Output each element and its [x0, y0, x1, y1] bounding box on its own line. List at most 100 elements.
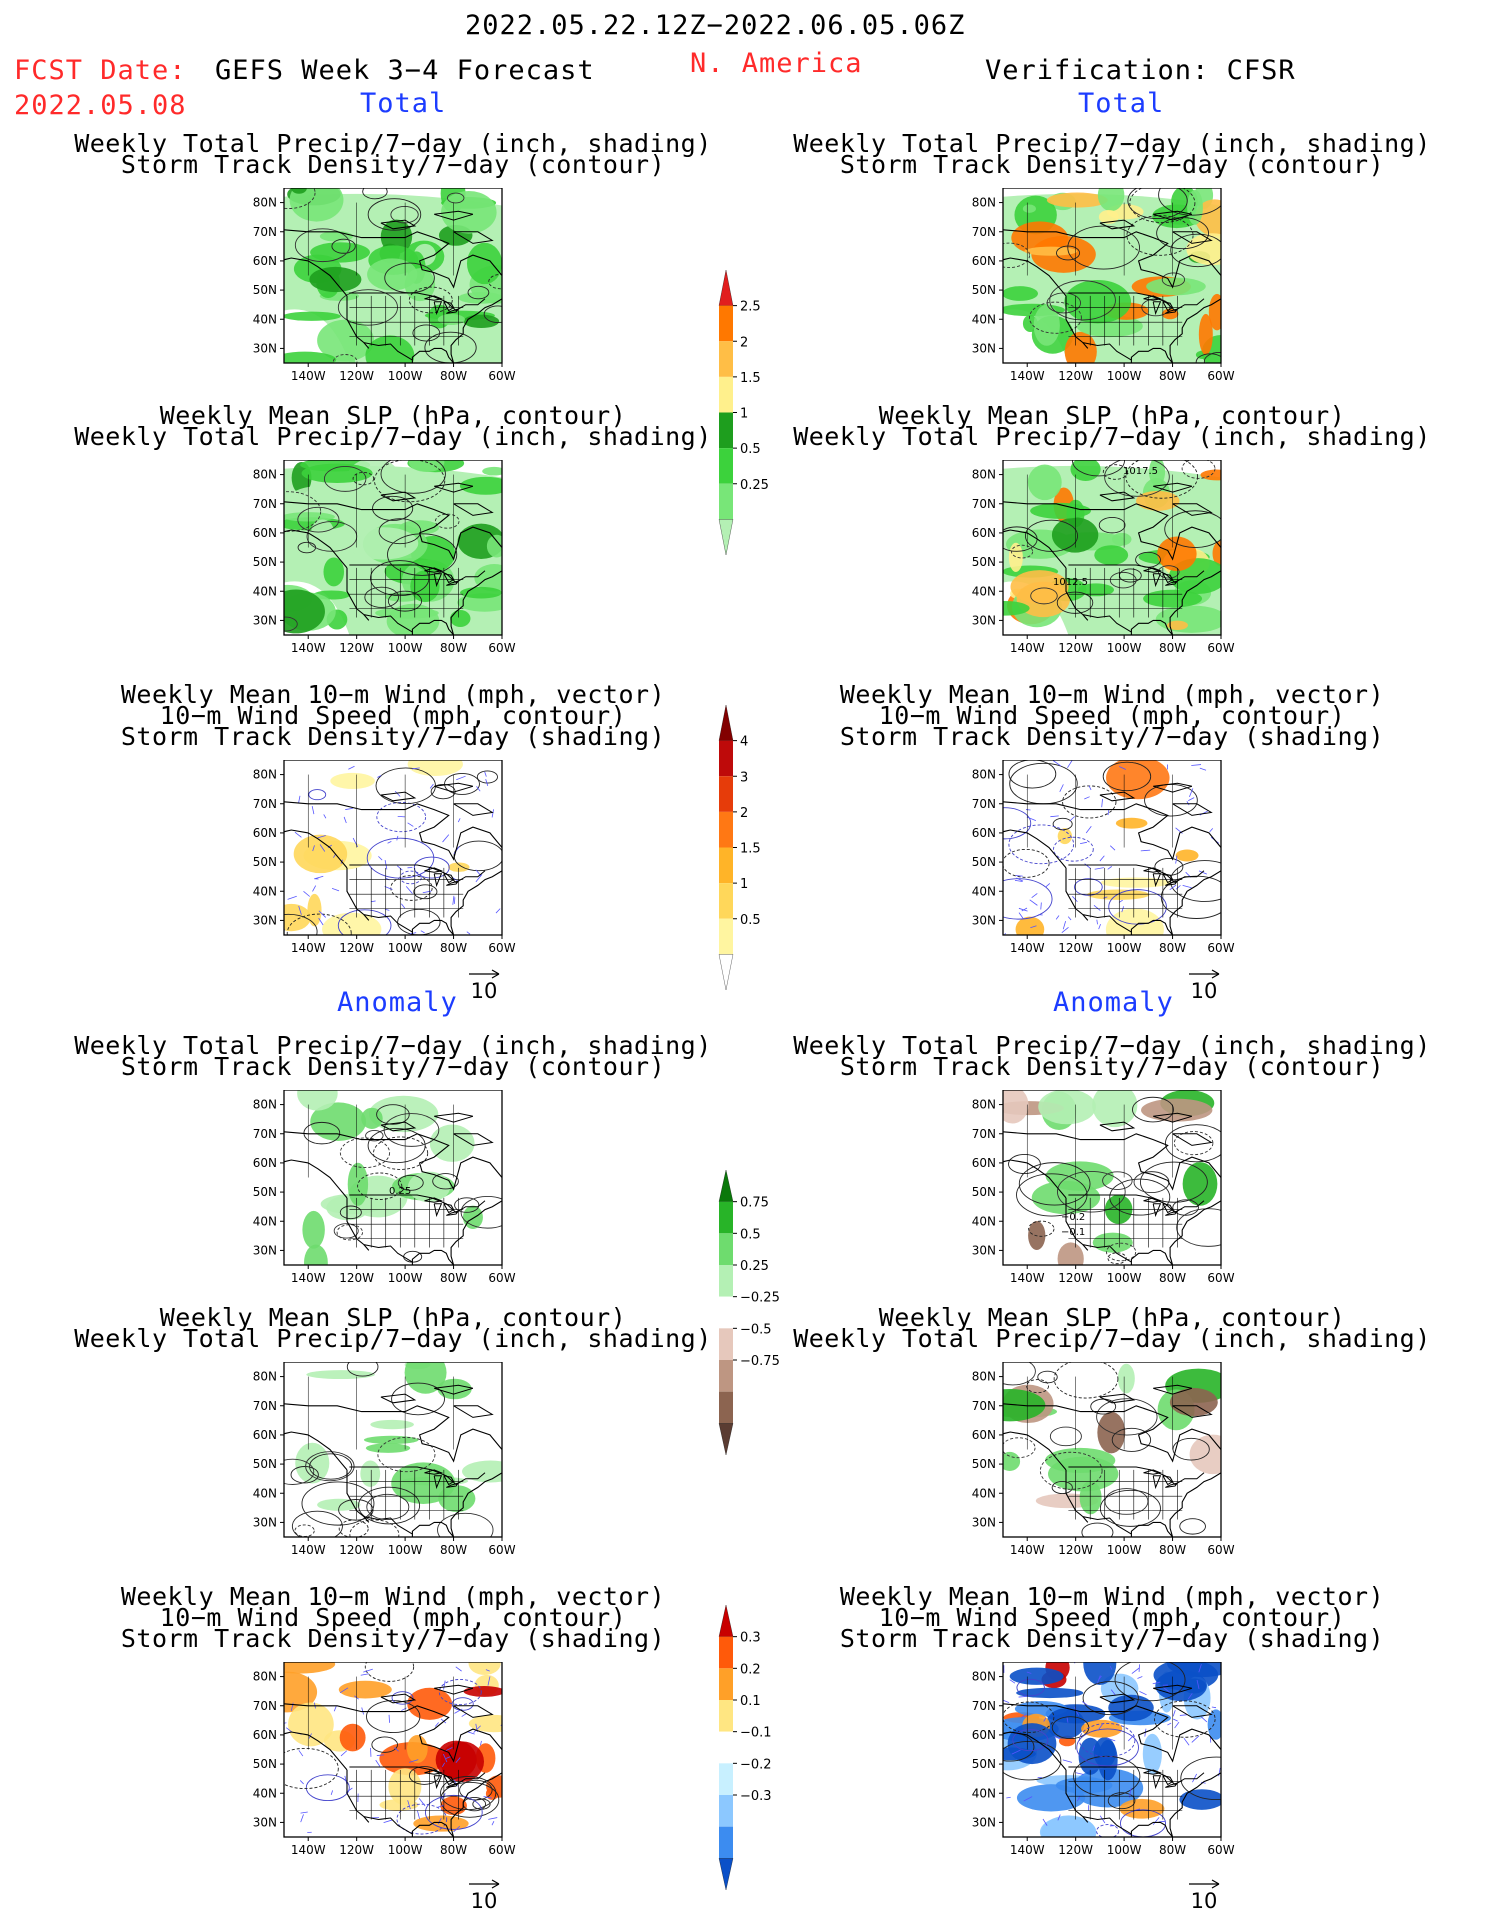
lon-tick: 140W	[291, 641, 326, 655]
colorbar-tick-label: 0.5	[740, 1227, 761, 1242]
lat-tick: 80N	[253, 768, 277, 782]
lon-tick: 120W	[1058, 1271, 1093, 1285]
lat-tick: 40N	[972, 1786, 996, 1800]
lat-tick: 30N	[253, 613, 277, 627]
colorbar-segment	[719, 1795, 733, 1827]
colorbar-tick-label: 2	[740, 335, 748, 350]
colorbar-segment	[719, 1170, 733, 1202]
lat-tick: 30N	[972, 1815, 996, 1829]
lon-tick: 60W	[488, 1843, 515, 1857]
lon-tick: 120W	[1058, 641, 1093, 655]
vector-ref-label: 10	[471, 979, 498, 1003]
vector-ref-label: 10	[1191, 979, 1218, 1003]
colorbar-tick-label: 0.75	[740, 1196, 769, 1211]
colorbar-segment	[719, 1360, 733, 1392]
colorbar-segment	[719, 1265, 733, 1297]
panel-title-line: Storm Track Density/7−day (contour)	[752, 151, 1472, 178]
lon-tick: 60W	[1207, 1543, 1234, 1557]
lat-tick: 70N	[253, 1127, 277, 1141]
colorbar-tick-label: 0.25	[740, 478, 769, 493]
section-total-right: Total	[1078, 88, 1164, 119]
colorbar-tick-label: 0.25	[740, 1259, 769, 1274]
lon-tick: 80W	[440, 941, 467, 955]
lat-tick: 40N	[253, 1486, 277, 1500]
lat-tick: 60N	[253, 254, 277, 268]
colorbar-tick-label: −0.5	[740, 1322, 772, 1337]
lon-tick: 140W	[1010, 641, 1045, 655]
colorbar-segment	[719, 1328, 733, 1360]
lat-tick: 70N	[253, 225, 277, 239]
lon-tick: 100W	[388, 641, 423, 655]
lon-tick: 100W	[388, 1543, 423, 1557]
lat-tick: 30N	[253, 1815, 277, 1829]
panel-title-line: Storm Track Density/7−day (shading)	[33, 723, 753, 750]
lon-tick: 80W	[1159, 369, 1186, 383]
lon-tick: 60W	[488, 1543, 515, 1557]
lat-tick: 70N	[972, 1399, 996, 1413]
lat-tick: 60N	[972, 1428, 996, 1442]
lon-tick: 120W	[339, 641, 374, 655]
colorbar-tick-label: 1	[740, 877, 748, 892]
lon-tick: 120W	[1058, 1843, 1093, 1857]
lat-tick: 50N	[972, 283, 996, 297]
colorbar-tick-label: 1.5	[740, 371, 761, 386]
vector-reference: 10	[1187, 968, 1237, 1012]
lon-tick: 140W	[291, 1543, 326, 1557]
colorbar-segment	[719, 1297, 733, 1329]
lat-tick: 40N	[972, 884, 996, 898]
panel-title-line: Storm Track Density/7−day (shading)	[752, 723, 1472, 750]
lon-tick: 80W	[440, 1843, 467, 1857]
lon-tick: 140W	[1010, 369, 1045, 383]
lon-tick: 100W	[1107, 941, 1142, 955]
lat-tick: 40N	[972, 1486, 996, 1500]
colorbar-segment	[719, 1700, 733, 1732]
lat-tick: 80N	[253, 1370, 277, 1384]
lon-tick: 60W	[488, 369, 515, 383]
colorbar-tick-label: 4	[740, 735, 748, 750]
panel-title-line: Weekly Total Precip/7−day (inch, shading…	[752, 423, 1472, 450]
lon-tick: 60W	[1207, 1271, 1234, 1285]
lon-tick: 100W	[1107, 641, 1142, 655]
lat-tick: 70N	[253, 1399, 277, 1413]
lon-tick: 140W	[1010, 1843, 1045, 1857]
lat-tick: 50N	[253, 1457, 277, 1471]
lat-tick: 30N	[972, 1515, 996, 1529]
lat-tick: 80N	[972, 468, 996, 482]
colorbar-segment	[719, 306, 733, 342]
lon-tick: 80W	[1159, 1843, 1186, 1857]
lat-tick: 70N	[253, 497, 277, 511]
lat-tick: 30N	[253, 1243, 277, 1257]
colorbar: 0.30.20.1−0.1−0.2−0.3	[711, 1605, 801, 1930]
lon-tick: 100W	[388, 941, 423, 955]
lat-tick: 80N	[253, 468, 277, 482]
colorbar-tick-label: 0.5	[740, 442, 761, 457]
lat-tick: 30N	[253, 913, 277, 927]
lon-tick: 120W	[339, 941, 374, 955]
lat-tick: 80N	[972, 196, 996, 210]
lon-tick: 140W	[291, 1271, 326, 1285]
lon-tick: 100W	[388, 1843, 423, 1857]
lon-tick: 80W	[1159, 941, 1186, 955]
lat-tick: 40N	[972, 584, 996, 598]
panel-title-line: Storm Track Density/7−day (shading)	[33, 1625, 753, 1652]
lon-tick: 80W	[440, 1543, 467, 1557]
colorbar-segment	[719, 1827, 733, 1859]
colorbar-segment	[719, 1732, 733, 1764]
colorbar-tick-label: 0.2	[740, 1662, 761, 1677]
lat-tick: 50N	[253, 555, 277, 569]
lon-tick: 140W	[1010, 1543, 1045, 1557]
lon-tick: 100W	[1107, 369, 1142, 383]
lat-tick: 50N	[972, 1757, 996, 1771]
fcst-date: 2022.05.08	[14, 90, 187, 121]
lat-tick: 40N	[972, 1214, 996, 1228]
lat-tick: 60N	[972, 1156, 996, 1170]
colorbar-segment	[719, 519, 733, 555]
lat-tick: 60N	[253, 1428, 277, 1442]
